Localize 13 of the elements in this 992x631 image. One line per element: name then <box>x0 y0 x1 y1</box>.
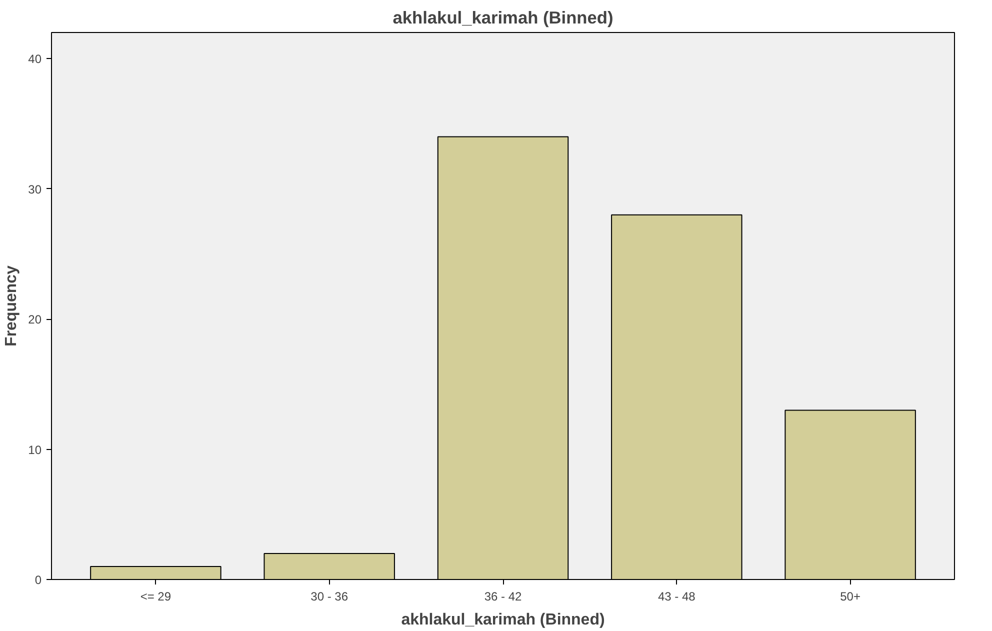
y-tick-label: 0 <box>34 573 42 587</box>
x-tick-label: <= 29 <box>140 590 172 604</box>
x-axis-title: akhlakul_karimah (Binned) <box>401 612 605 628</box>
x-tick-label: 43 - 48 <box>658 590 696 604</box>
x-tick-label: 50+ <box>840 590 860 604</box>
y-tick-label: 30 <box>28 182 42 196</box>
y-axis-title: Frequency <box>3 265 20 346</box>
y-tick-label: 40 <box>28 52 42 66</box>
y-tick-label: 10 <box>28 442 42 457</box>
x-tick-label: 30 - 36 <box>310 590 348 604</box>
chart-title: akhlakul_karimah (Binned) <box>392 8 614 28</box>
y-tick-label: 20 <box>28 312 42 327</box>
x-tick-label: 36 - 42 <box>484 590 522 604</box>
